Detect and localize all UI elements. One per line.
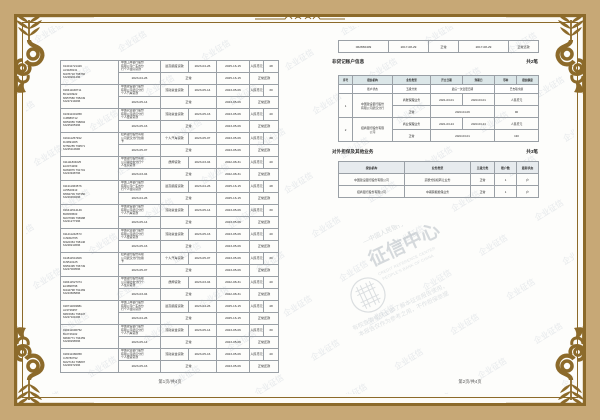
- svg-text:本报告仅作为参考之用，不作担保依据: 本报告仅作为参考之用，不作担保依据: [357, 289, 450, 338]
